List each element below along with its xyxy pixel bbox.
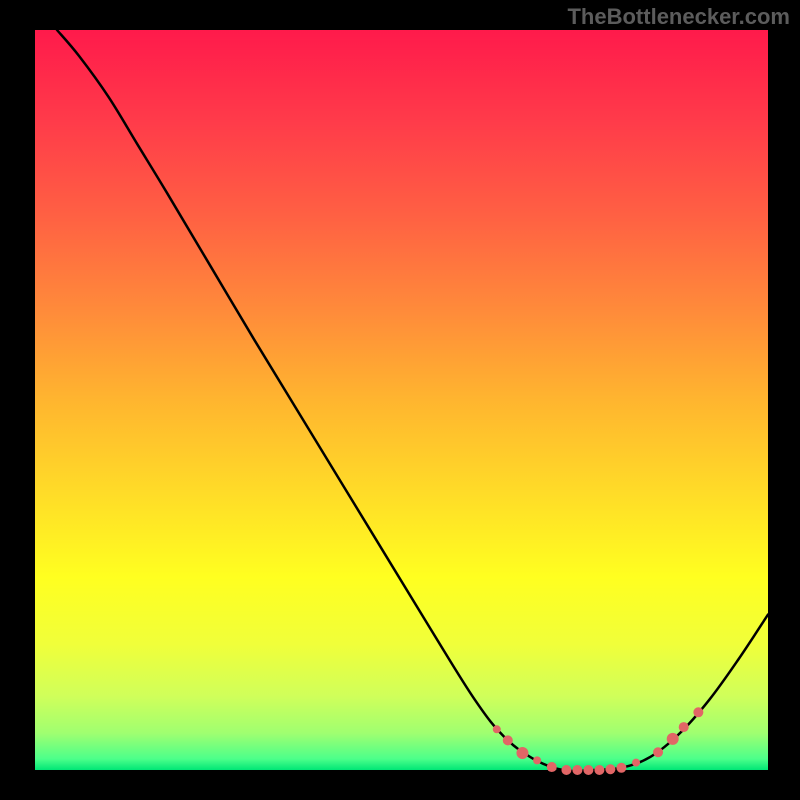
- curve-marker: [594, 765, 604, 775]
- curve-marker: [667, 733, 679, 745]
- curve-marker: [679, 722, 689, 732]
- curve-marker: [547, 762, 557, 772]
- curve-marker: [516, 747, 528, 759]
- curve-marker: [653, 747, 663, 757]
- chart-plot-background: [35, 30, 768, 770]
- curve-marker: [583, 765, 593, 775]
- curve-marker: [503, 735, 513, 745]
- curve-marker: [493, 725, 501, 733]
- curve-marker: [533, 756, 541, 764]
- chart-container: TheBottlenecker.com: [0, 0, 800, 800]
- bottleneck-chart: [0, 0, 800, 800]
- watermark-text: TheBottlenecker.com: [567, 4, 790, 30]
- curve-marker: [605, 764, 615, 774]
- curve-marker: [632, 759, 640, 767]
- curve-marker: [616, 763, 626, 773]
- curve-marker: [693, 707, 703, 717]
- curve-marker: [572, 765, 582, 775]
- curve-marker: [561, 765, 571, 775]
